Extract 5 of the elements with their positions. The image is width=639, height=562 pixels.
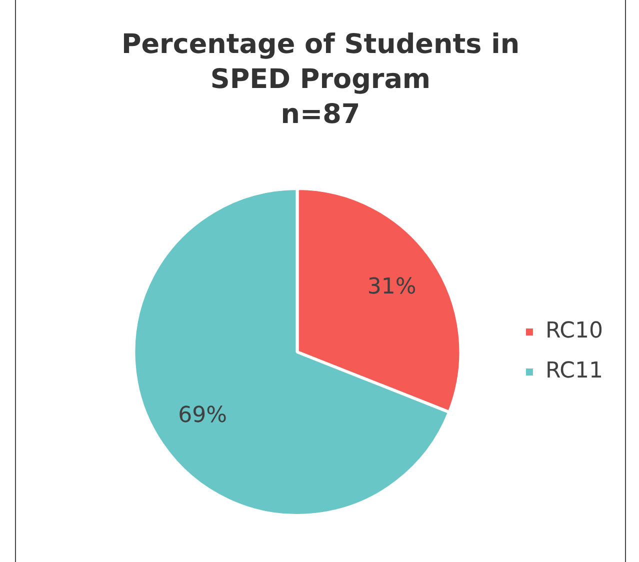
data-label: 31% bbox=[367, 274, 416, 300]
data-label: 69% bbox=[178, 403, 228, 428]
legend-label: RC11 bbox=[545, 358, 603, 384]
legend-label: RC10 bbox=[545, 318, 603, 344]
chart-subtitle: n=87 bbox=[280, 98, 362, 132]
